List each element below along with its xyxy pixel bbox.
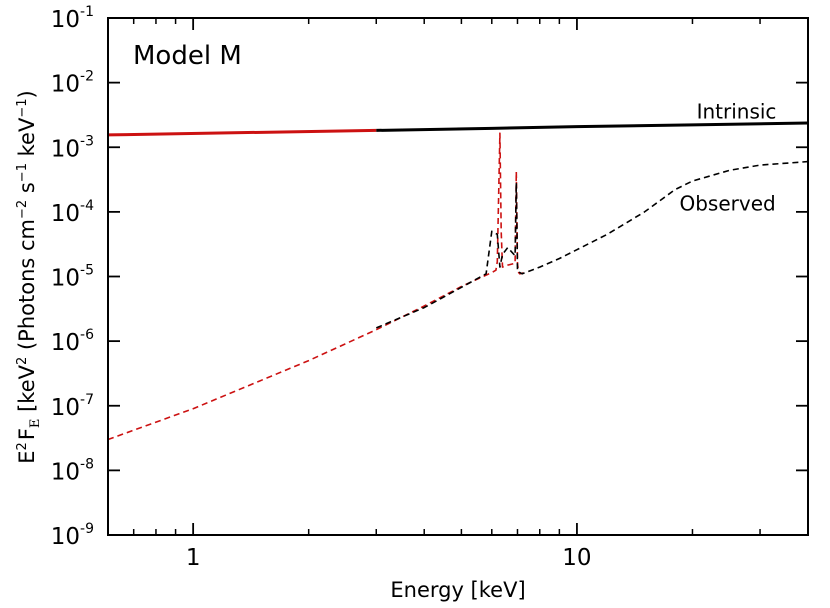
curves [107,121,809,441]
x-tick-label: 10 [562,545,591,571]
x-tick-label: 1 [186,545,201,571]
y-label-prefix: E [15,450,39,463]
labels: 1 10 10-9 10-8 10-7 10-6 10-5 10-4 10-3 10-2 10-1 I… [51,4,777,571]
y-label-units-s-sup: −1 [15,163,30,182]
y-label-units-kev: keV [15,117,39,163]
y-label-flux-sub: E [28,419,43,429]
series-line-3 [375,160,809,329]
plot-frame [107,17,809,536]
y-label-prefix-sup: 2 [15,442,30,450]
y-label-flux: F [15,428,39,440]
observed-label: Observed [679,192,775,216]
y-tick-label: 10-7 [51,392,94,421]
y-label-units-mid-sup: −2 [15,200,30,219]
y-label-units-mid: (Photons cm [15,219,39,357]
y-label-units-open: [keV [15,364,39,418]
y-tick-label: 10-4 [51,198,94,227]
y-tick-label: 10-5 [51,263,94,292]
y-tick-label: 10-1 [51,4,94,33]
y-axis-label: E2FE [keV2 (Photons cm−2 s−1 keV−1) [15,90,43,463]
y-tick-label: 10-9 [51,521,94,550]
series-line-1 [376,121,809,132]
y-label-units-close: ) [15,90,39,98]
y-tick-label: 10-2 [51,69,94,98]
y-tick-label: 10-3 [51,133,94,162]
y-label-units-kev-sup: −1 [15,98,30,117]
y-label-units-open-sup: 2 [15,357,30,365]
plot-area [108,18,808,535]
intrinsic-label: Intrinsic [697,99,777,123]
series-line-0 [107,128,377,137]
y-tick-label: 10-8 [51,456,94,485]
y-tick-label: 10-6 [51,327,94,356]
y-label-units-s: s [15,182,39,200]
x-axis-label: Energy [keV] [390,578,525,602]
chart-title: Model M [133,41,242,71]
